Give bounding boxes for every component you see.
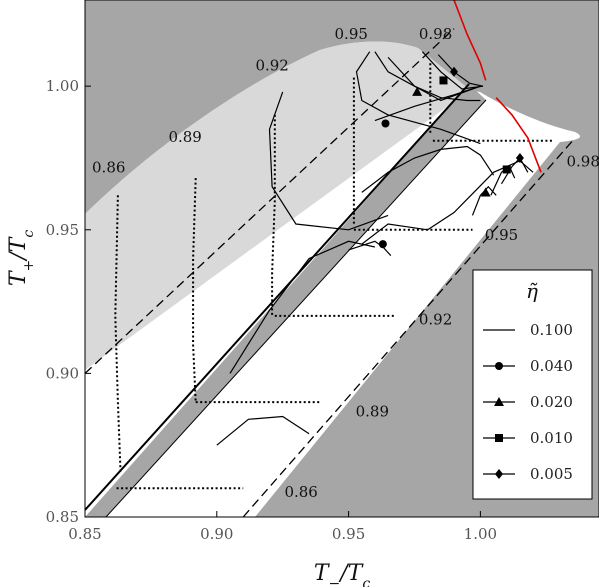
plot-frame <box>84 0 599 518</box>
contour-label: 0.95 <box>335 25 368 43</box>
marker-circle <box>378 240 387 249</box>
y-tick-label: 0.85 <box>46 508 79 526</box>
series-line-0020 <box>387 56 481 102</box>
contour-label: 0.92 <box>255 56 288 74</box>
marker-square <box>439 76 448 85</box>
contour-label: 0.86 <box>92 158 125 176</box>
contour-label: 0.95 <box>485 226 518 244</box>
marker-diamond <box>515 152 524 163</box>
legend-label: 0.020 <box>530 393 573 411</box>
contour-label: 0.89 <box>168 128 201 146</box>
upper-region-lightgray <box>85 41 470 370</box>
legend-title: η̃ <box>526 279 538 303</box>
marker-diamond <box>450 66 459 77</box>
contour-label: 0.89 <box>356 402 389 420</box>
series-line-0100 <box>268 91 389 231</box>
legend-label: 0.010 <box>530 429 573 447</box>
series-line-0010 <box>421 51 484 90</box>
marker-square <box>502 165 511 174</box>
y-axis-label: T+/Tc <box>6 230 37 287</box>
series-line-0100 <box>361 145 495 193</box>
y-tick-label: 0.90 <box>46 364 79 382</box>
marker-triangle <box>480 187 491 197</box>
legend-marker-triangle <box>494 397 504 406</box>
legend-label: 0.040 <box>530 357 573 375</box>
red-boundary-line <box>453 0 487 81</box>
x-tick-label: 0.90 <box>200 525 233 543</box>
contour-label: 0.98 <box>566 153 599 171</box>
series-line-0100 <box>216 415 310 446</box>
x-axis-label: T−/Tc <box>314 561 371 587</box>
red-boundary-line <box>495 97 542 173</box>
level-set-upper-089 <box>192 178 197 403</box>
x-tick-label: 0.95 <box>332 525 365 543</box>
series-line-0100 <box>374 51 481 102</box>
level-set-upper-086 <box>114 195 122 474</box>
series-line-0005 <box>500 156 529 185</box>
y-tick-label: 1.00 <box>46 77 79 95</box>
diagonal-band-edge <box>105 99 487 517</box>
legend-label: 0.100 <box>530 321 573 339</box>
x-tick-label: 1.00 <box>464 525 497 543</box>
legend-marker-circle <box>495 362 503 370</box>
legend-label: 0.005 <box>530 465 573 483</box>
y-tick-label: 0.95 <box>46 221 79 239</box>
legend-box <box>472 269 593 500</box>
series-line-0100 <box>229 240 376 374</box>
contour-label: 0.98 <box>419 25 452 43</box>
contour-label: 0.86 <box>284 483 317 501</box>
legend-marker-diamond <box>495 469 503 479</box>
x-tick-label: 0.85 <box>68 525 101 543</box>
marker-circle <box>381 119 390 128</box>
diagonal-line <box>85 83 470 511</box>
diagonal-band <box>85 84 486 517</box>
legend: η̃ 0.100 0.040 0.020 0.010 0.005 <box>472 269 593 500</box>
level-set-upper-092 <box>271 114 276 316</box>
contour-label: 0.92 <box>419 311 452 329</box>
dashed-boundary-line <box>85 28 455 374</box>
legend-marker-square <box>495 434 503 442</box>
series-line-0100 <box>355 51 481 145</box>
marker-triangle <box>412 86 423 96</box>
series-line-0005 <box>437 54 484 87</box>
